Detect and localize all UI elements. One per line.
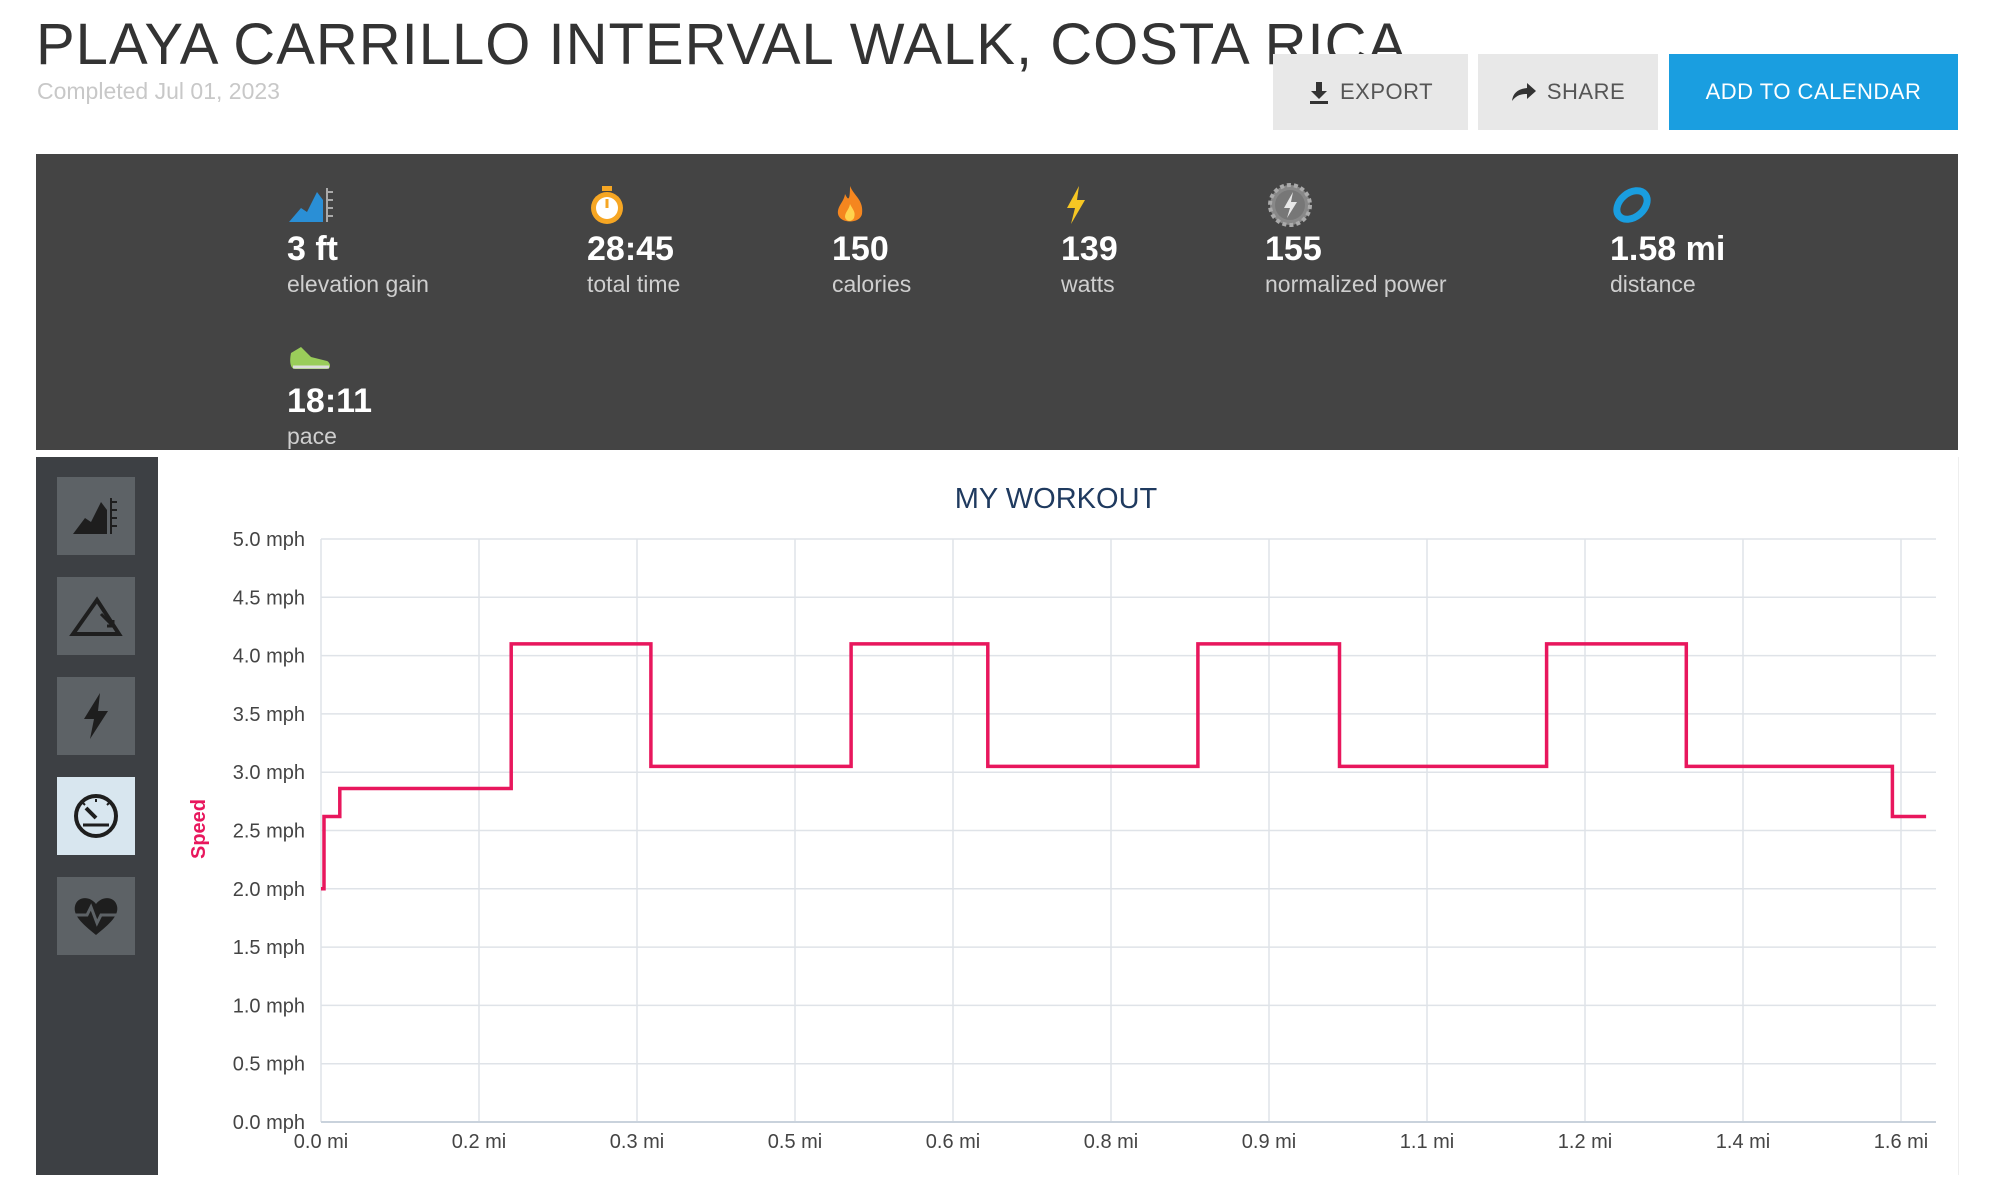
stat-value: 139 <box>1061 230 1118 268</box>
add-to-calendar-button[interactable]: ADD TO CALENDAR <box>1669 54 1958 130</box>
stat-label: pace <box>287 423 337 449</box>
incline-icon <box>69 596 123 636</box>
completed-date: Completed Jul 01, 2023 <box>37 78 280 104</box>
x-tick-label: 0.8 mi <box>1084 1131 1138 1153</box>
y-axis-ticks: 0.0 mph 0.5 mph 1.0 mph 1.5 mph 2.0 mph 2.5 m… <box>233 529 305 1134</box>
page-title: PLAYA CARRILLO INTERVAL WALK, COSTA RICA <box>36 12 1408 77</box>
stopwatch-icon <box>591 186 623 224</box>
x-tick-label: 1.4 mi <box>1716 1131 1770 1153</box>
sidebar-item-power[interactable] <box>57 677 135 755</box>
speed-chart: MY WORKOUT 0.0 mph 0.5 mph 1.0 mph 1.5 mph 2… <box>188 483 1936 1153</box>
x-tick-label: 0.2 mi <box>452 1131 506 1153</box>
x-tick-label: 0.6 mi <box>926 1131 980 1153</box>
lightning-icon <box>84 693 108 739</box>
heart-rate-icon <box>74 898 118 935</box>
export-button[interactable]: EXPORT <box>1273 54 1468 130</box>
share-button[interactable]: SHARE <box>1478 54 1658 130</box>
stat-total-time: 28:45 total time <box>587 182 680 298</box>
download-icon <box>1309 82 1328 104</box>
y-tick-label: 1.5 mph <box>233 937 305 959</box>
sidebar-item-heart-rate[interactable] <box>57 877 135 955</box>
y-tick-label: 2.5 mph <box>233 821 305 843</box>
stat-value: 18:11 <box>287 382 373 420</box>
chart-container: MY WORKOUT 0.0 mph 0.5 mph 1.0 mph 1.5 mph 2… <box>158 457 1959 1175</box>
shoe-icon <box>290 347 330 369</box>
stat-value: 155 <box>1265 230 1322 268</box>
y-tick-label: 3.5 mph <box>233 704 305 726</box>
stat-value: 3 ft <box>287 230 338 268</box>
stat-value: 1.58 mi <box>1610 230 1726 268</box>
stat-value: 28:45 <box>587 230 674 268</box>
y-tick-label: 4.0 mph <box>233 646 305 668</box>
y-tick-label: 0.5 mph <box>233 1054 305 1076</box>
y-tick-label: 0.0 mph <box>233 1112 305 1134</box>
export-label: EXPORT <box>1339 79 1434 104</box>
stats-panel: 3 ft elevation gain 28:45 total time 150… <box>36 154 1958 450</box>
y-tick-label: 1.0 mph <box>233 995 305 1017</box>
chart-title: MY WORKOUT <box>955 483 1158 515</box>
speedometer-icon <box>74 794 118 838</box>
chart-type-sidebar <box>36 457 158 1175</box>
stat-distance: 1.58 mi distance <box>1610 182 1725 298</box>
x-tick-label: 1.1 mi <box>1400 1131 1454 1153</box>
stat-pace: 18:11 pace <box>287 334 372 450</box>
x-tick-label: 0.9 mi <box>1242 1131 1296 1153</box>
x-tick-label: 1.6 mi <box>1874 1131 1928 1153</box>
lightning-icon <box>1067 186 1085 224</box>
y-tick-label: 2.0 mph <box>233 879 305 901</box>
y-axis-label: Speed <box>188 799 210 859</box>
share-icon <box>1511 83 1536 101</box>
stat-label: elevation gain <box>287 271 429 297</box>
sidebar-item-elevation[interactable] <box>57 477 135 555</box>
share-label: SHARE <box>1546 79 1626 104</box>
stat-label: normalized power <box>1265 271 1447 297</box>
stat-elevation: 3 ft elevation gain <box>287 182 429 298</box>
x-tick-label: 0.5 mi <box>768 1131 822 1153</box>
stat-label: calories <box>832 271 912 297</box>
elevation-icon <box>289 188 333 222</box>
stat-value: 150 <box>832 230 889 268</box>
speed-series-line <box>321 642 1927 891</box>
sidebar-item-incline[interactable] <box>57 577 135 655</box>
chart-grid <box>320 538 1936 1123</box>
y-tick-label: 5.0 mph <box>233 529 305 551</box>
stat-normalized-power: 155 normalized power <box>1265 182 1447 298</box>
elevation-icon <box>73 498 117 534</box>
stat-label: total time <box>587 271 681 297</box>
stat-calories: 150 calories <box>832 182 911 298</box>
stat-label: watts <box>1061 271 1115 297</box>
y-tick-label: 4.5 mph <box>233 587 305 609</box>
sidebar-item-speed[interactable] <box>57 777 135 855</box>
x-tick-label: 0.0 mi <box>294 1131 348 1153</box>
stat-label: distance <box>1610 271 1696 297</box>
distance-icon <box>1613 187 1651 223</box>
x-axis-ticks: 0.0 mi 0.2 mi 0.3 mi 0.5 mi 0.6 mi 0.8 mi 0.9 … <box>294 1131 1928 1153</box>
x-tick-label: 1.2 mi <box>1558 1131 1612 1153</box>
stat-watts: 139 watts <box>1061 182 1118 298</box>
x-tick-label: 0.3 mi <box>610 1131 664 1153</box>
gear-lightning-icon <box>1268 183 1312 227</box>
flame-icon <box>837 186 863 222</box>
y-tick-label: 3.0 mph <box>233 762 305 784</box>
